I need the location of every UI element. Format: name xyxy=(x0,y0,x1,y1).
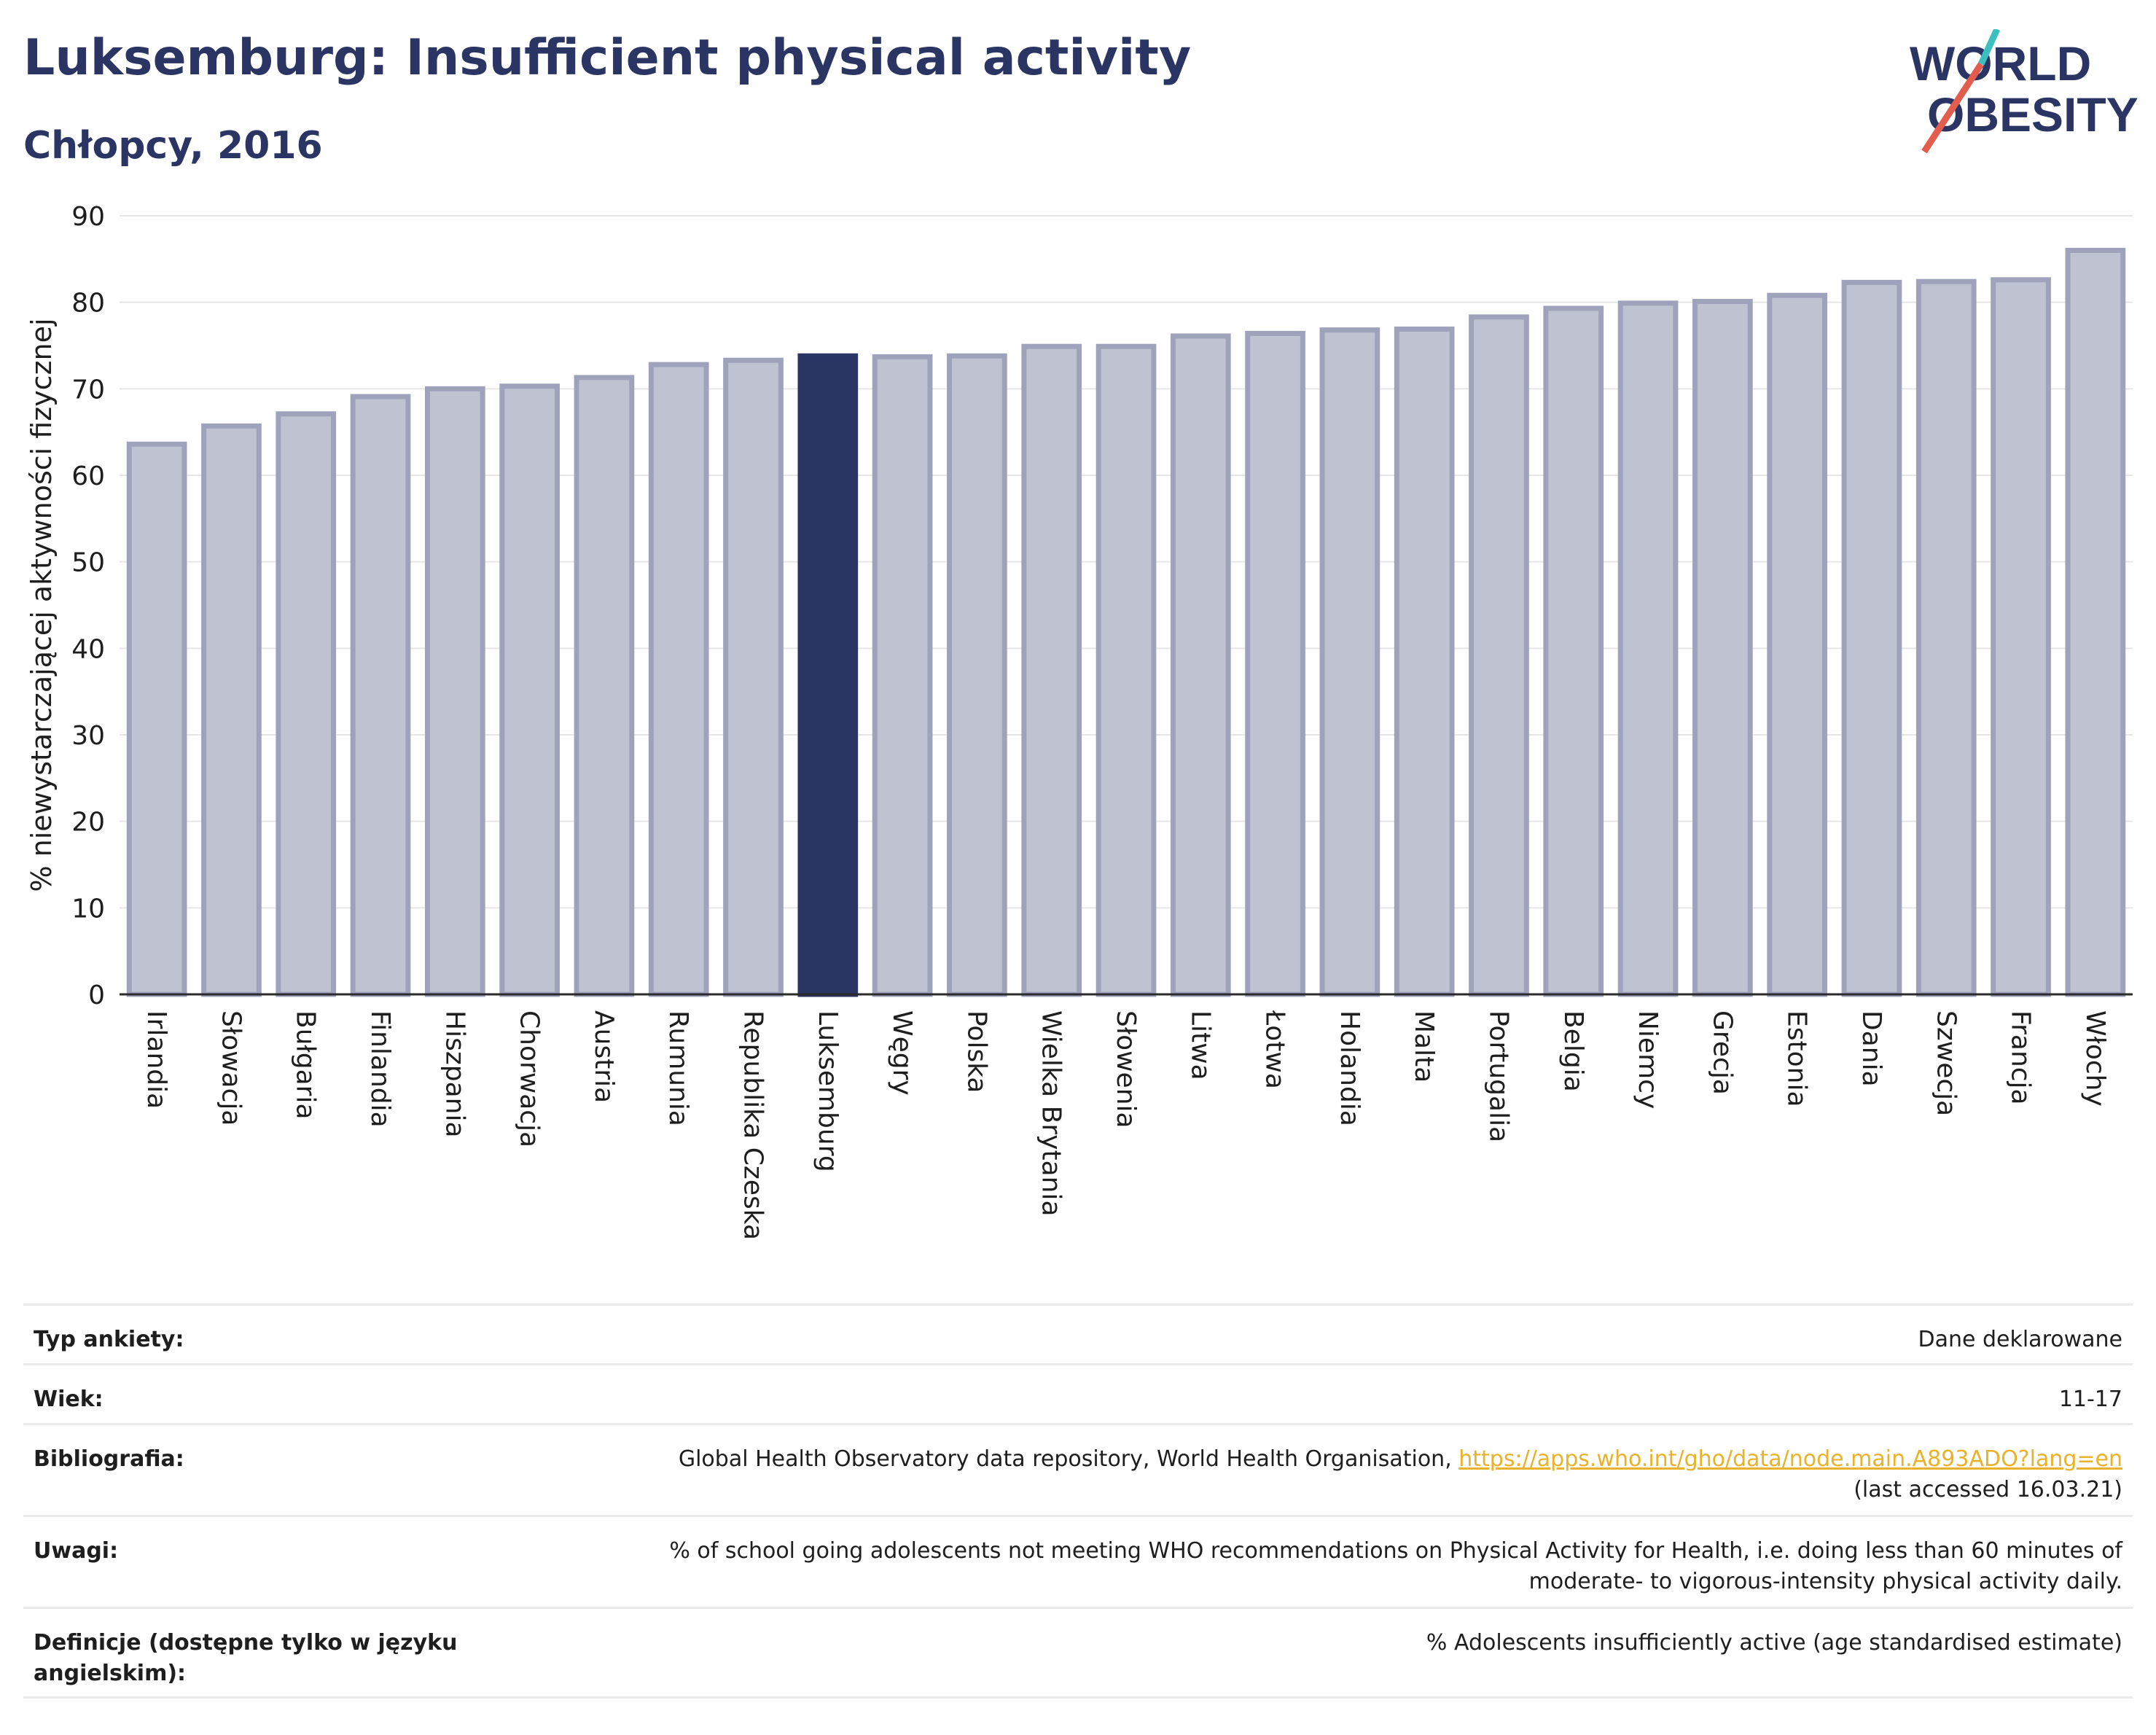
y-tick-label: 30 xyxy=(71,721,105,751)
bar xyxy=(1319,327,1380,997)
logo-line1: WORLD xyxy=(1910,36,2091,90)
x-tick-label: Chorwacja xyxy=(515,1010,544,1147)
x-tick-label: Polska xyxy=(961,1010,991,1093)
bibliography-label: Bibliografia: xyxy=(34,1446,184,1472)
y-tick-label: 80 xyxy=(71,289,105,319)
age-label: Wiek: xyxy=(34,1387,103,1412)
world-obesity-logo: WORLD OBESITY xyxy=(1910,29,2139,154)
bar xyxy=(424,386,485,997)
x-tick-label: Belgia xyxy=(1558,1010,1588,1092)
bar-chart: 0 10 20 30 40 50 60 70 80 90 % niewystarczającej a… xyxy=(26,202,2133,1240)
x-tick-label: Węgry xyxy=(887,1010,917,1096)
bar xyxy=(499,383,560,997)
y-tick-label: 70 xyxy=(71,375,105,405)
definitions-value: % Adolescents insufficiently active (age… xyxy=(1426,1630,2122,1656)
y-tick-label: 60 xyxy=(71,461,105,491)
bar xyxy=(2065,247,2126,997)
survey-label: Typ ankiety: xyxy=(34,1327,184,1352)
bar xyxy=(723,357,784,997)
bar xyxy=(1991,277,2051,997)
x-tick-label: Litwa xyxy=(1185,1010,1215,1080)
x-tick-label: Francja xyxy=(2006,1010,2036,1105)
bar xyxy=(1469,314,1529,997)
info-row-bibliography: Bibliografia: Global Health Observatory … xyxy=(23,1423,2133,1515)
x-tick-label: Włochy xyxy=(2080,1010,2110,1107)
notes-line1: % of school going adolescents not meetin… xyxy=(669,1538,2122,1564)
y-tick-label: 50 xyxy=(71,548,105,578)
bar xyxy=(648,362,709,997)
x-tick-label: Estonia xyxy=(1782,1010,1812,1107)
x-tick-label: Holandia xyxy=(1335,1010,1364,1126)
bar xyxy=(126,441,187,997)
notes-value: % of school going adolescents not meetin… xyxy=(669,1536,2122,1607)
x-tick-label: Republika Czeska xyxy=(738,1010,768,1240)
bar xyxy=(1245,330,1305,997)
bar xyxy=(1170,333,1231,997)
x-tick-label: Łotwa xyxy=(1260,1010,1290,1089)
info-row-survey: Typ ankiety: Dane deklarowane xyxy=(23,1303,2133,1363)
chart-subtitle: Chłopcy, 2016 xyxy=(23,124,323,168)
x-tick-label: Irlandia xyxy=(141,1010,171,1109)
info-row-definitions: Definicje (dostępne tylko w języku angie… xyxy=(23,1607,2133,1699)
x-tick-label: Austria xyxy=(589,1010,619,1103)
x-tick-label: Malta xyxy=(1409,1010,1439,1083)
bar xyxy=(1915,278,1977,997)
bibliography-accessed: (last accessed 16.03.21) xyxy=(1854,1477,2122,1502)
bibliography-value: Global Health Observatory data repositor… xyxy=(679,1444,2122,1515)
bar xyxy=(1021,343,1082,997)
bar xyxy=(276,411,337,997)
x-tick-label: Wielka Brytania xyxy=(1036,1010,1066,1217)
notes-line2: moderate- to vigorous-intensity physical… xyxy=(1528,1569,2122,1594)
bar xyxy=(1692,298,1753,997)
x-tick-label: Hiszpania xyxy=(440,1010,469,1138)
bar xyxy=(1617,300,1679,997)
bar xyxy=(1394,326,1455,997)
y-tick-label: 20 xyxy=(71,808,105,838)
x-tick-label: Portugalia xyxy=(1483,1010,1513,1142)
y-axis-label: % niewystarczającej aktywności fizycznej xyxy=(26,318,58,892)
bar xyxy=(1095,343,1157,997)
x-tick-label: Dania xyxy=(1856,1010,1886,1087)
age-value: 11-17 xyxy=(2058,1387,2122,1412)
bar xyxy=(574,375,635,997)
x-tick-label: Grecja xyxy=(1707,1010,1737,1095)
x-tick-label: Niemcy xyxy=(1633,1010,1663,1109)
logo-stroke-teal xyxy=(1977,29,2001,66)
bar xyxy=(1767,292,1828,997)
y-tick-label: 0 xyxy=(88,980,105,1010)
x-tick-label: Luksemburg xyxy=(813,1010,843,1172)
bar xyxy=(872,354,933,997)
y-tick-label: 10 xyxy=(71,894,105,924)
x-tick-label: Rumunia xyxy=(663,1010,693,1126)
definitions-label: Definicje (dostępne tylko w języku angie… xyxy=(34,1630,458,1686)
bibliography-link[interactable]: https://apps.who.int/gho/data/node.main.… xyxy=(1458,1446,2122,1472)
info-row-notes: Uwagi: % of school going adolescents not… xyxy=(23,1515,2133,1607)
chart-title: Luksemburg: Insufficient physical activi… xyxy=(23,29,1192,87)
notes-label: Uwagi: xyxy=(34,1538,119,1564)
x-tick-label: Słowenia xyxy=(1111,1010,1141,1128)
bar xyxy=(947,353,1007,997)
x-tick-label: Szwecja xyxy=(1931,1010,1961,1116)
bar xyxy=(1841,279,1902,997)
x-tick-label: Bułgaria xyxy=(291,1010,321,1120)
x-tick-label: Słowacja xyxy=(216,1010,246,1126)
bar xyxy=(350,394,411,997)
y-tick-label: 90 xyxy=(71,202,105,232)
logo-stroke-red xyxy=(1921,62,1984,154)
bar xyxy=(1543,305,1604,997)
bar xyxy=(201,423,262,997)
info-table: Typ ankiety: Dane deklarowane Wiek: 11-1… xyxy=(23,1303,2133,1699)
survey-value: Dane deklarowane xyxy=(1918,1327,2122,1352)
y-tick-label: 40 xyxy=(71,634,105,664)
bar xyxy=(797,353,859,997)
x-tick-label: Finlandia xyxy=(365,1010,395,1128)
info-row-age: Wiek: 11-17 xyxy=(23,1363,2133,1423)
bibliography-text: Global Health Observatory data repositor… xyxy=(678,1446,1459,1472)
